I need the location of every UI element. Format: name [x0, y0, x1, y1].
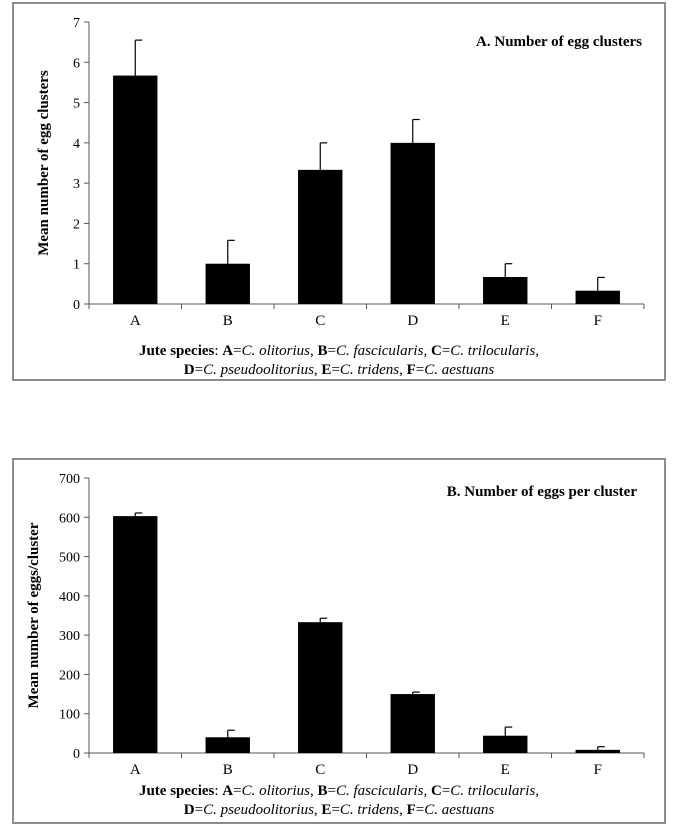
x-tick-label-A: A [130, 313, 141, 329]
caption-species: C. trilocularis [450, 783, 536, 799]
y-tick-label: 6 [73, 56, 80, 71]
caption-lead: Jute species [138, 783, 215, 799]
y-tick-label: 500 [59, 551, 80, 566]
x-tick-label-C: C [315, 762, 325, 778]
y-axis-label: Mean number of egg clusters [36, 70, 52, 256]
bar-A [113, 516, 158, 753]
caption-line-1: Jute species: A=C. olitorius, B=C. fasci… [138, 343, 540, 359]
caption-b: Jute species: A=C. olitorius, B=C. fasci… [14, 782, 664, 820]
caption-species: C. fascicularis [335, 783, 424, 799]
caption-key: C [430, 783, 442, 799]
x-tick-label-E: E [501, 313, 510, 329]
x-tick-label-A: A [130, 762, 141, 778]
caption-key: A [222, 783, 234, 799]
bar-C [298, 169, 343, 304]
bar-E [483, 735, 528, 753]
caption-species: C. aestuans [424, 802, 495, 818]
x-tick-label-D: D [407, 762, 418, 778]
caption-species: C. pseudoolitorius [203, 362, 314, 378]
y-tick-label: 7 [73, 16, 80, 31]
x-tick-label-C: C [315, 313, 325, 329]
bar-F [575, 749, 620, 753]
caption-key: A [222, 343, 234, 359]
y-tick-label: 2 [73, 217, 80, 232]
egg-clusters-chart: 0 1 2 3 4 5 6 7 A B C D E F A. Number of egg clusters M… [36, 16, 645, 329]
chart-title: A. Number of egg clusters [476, 34, 642, 50]
bar-B [205, 263, 250, 304]
chart-panel-eggs-per-cluster: 0 100 200 300 400 500 600 700 A B C D E F B. Number of… [12, 458, 666, 824]
caption-lead: Jute species [138, 343, 215, 359]
caption-key: C [430, 343, 442, 359]
caption-key: B [317, 343, 328, 359]
caption-species: C. tridens [339, 362, 400, 378]
caption-line-2: D=C. pseudoolitorius, E=C. tridens, F=C.… [183, 362, 495, 378]
y-tick-label: 5 [73, 97, 80, 112]
y-tick-label: 400 [59, 590, 80, 605]
y-tick-label: 3 [73, 177, 80, 192]
x-tick-label-D: D [407, 313, 418, 329]
caption-key: F [406, 362, 416, 378]
bar-B [205, 737, 250, 753]
x-tick-label-E: E [501, 762, 510, 778]
bar-A [113, 75, 158, 304]
caption-species: C. trilocularis [450, 343, 536, 359]
bar-D [390, 694, 435, 753]
x-tick-label-F: F [594, 762, 602, 778]
caption-species: C. fascicularis [335, 343, 424, 359]
caption-key: D [183, 362, 195, 378]
y-tick-label: 100 [59, 708, 80, 723]
caption-key: E [321, 802, 332, 818]
caption-species: C. pseudoolitorius [203, 802, 314, 818]
x-tick-label-B: B [223, 313, 233, 329]
x-tick-label-F: F [594, 313, 602, 329]
y-tick-label: 0 [73, 747, 80, 762]
caption-species: C. olitorius [241, 783, 310, 799]
caption-species: C. tridens [339, 802, 400, 818]
eggs-per-cluster-chart: 0 100 200 300 400 500 600 700 A B C D E F B. Number of… [26, 472, 645, 778]
bar-F [575, 290, 620, 304]
caption-line-2: D=C. pseudoolitorius, E=C. tridens, F=C.… [183, 802, 495, 818]
caption-species: C. olitorius [241, 343, 310, 359]
caption-key: F [406, 802, 416, 818]
caption-key: B [317, 783, 328, 799]
y-tick-label: 4 [73, 137, 80, 152]
bar-D [390, 142, 435, 304]
y-tick-label: 700 [59, 472, 80, 487]
chart-panel-egg-clusters: 0 1 2 3 4 5 6 7 A B C D E F A. Number of egg clusters M… [12, 2, 666, 381]
caption-key: D [183, 802, 195, 818]
caption-a: Jute species: A=C. olitorius, B=C. fasci… [14, 342, 664, 380]
caption-species: C. aestuans [424, 362, 495, 378]
caption-key: E [321, 362, 332, 378]
y-tick-label: 300 [59, 629, 80, 644]
caption-line-1: Jute species: A=C. olitorius, B=C. fasci… [138, 783, 540, 799]
y-tick-label: 200 [59, 668, 80, 683]
bar-E [483, 277, 528, 304]
x-tick-label-B: B [223, 762, 233, 778]
y-tick-label: 600 [59, 511, 80, 526]
y-axis-label: Mean number of eggs/cluster [26, 522, 42, 708]
chart-title: B. Number of eggs per cluster [447, 484, 638, 500]
y-tick-label: 0 [73, 298, 80, 313]
y-tick-label: 1 [73, 258, 80, 273]
bar-C [298, 622, 343, 753]
